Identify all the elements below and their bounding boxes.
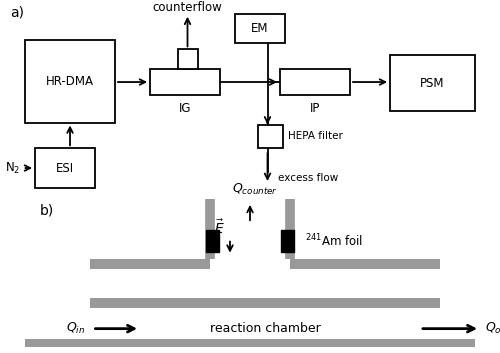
Bar — [25, 40, 115, 122]
Text: b): b) — [40, 204, 54, 217]
Bar — [280, 69, 350, 95]
Text: reaction chamber: reaction chamber — [210, 322, 320, 335]
Text: N$_2$: N$_2$ — [5, 161, 20, 175]
Text: excess flow: excess flow — [278, 173, 338, 183]
Text: a): a) — [10, 6, 24, 20]
Bar — [35, 148, 95, 188]
Bar — [178, 49, 198, 69]
Text: $Q_{counter}$: $Q_{counter}$ — [232, 182, 278, 197]
Bar — [281, 229, 294, 252]
Text: PSM: PSM — [420, 77, 445, 90]
Text: counterflow: counterflow — [152, 1, 222, 14]
Text: $Q_{in}$: $Q_{in}$ — [66, 321, 85, 336]
Text: $\vec{E}$: $\vec{E}$ — [214, 219, 225, 237]
Text: $^{241}$Am foil: $^{241}$Am foil — [305, 233, 363, 249]
Text: IG: IG — [179, 102, 191, 115]
Bar — [206, 229, 219, 252]
Bar — [90, 259, 210, 269]
Bar — [90, 298, 440, 307]
Bar — [25, 339, 475, 347]
Text: $Q_{out}$: $Q_{out}$ — [485, 321, 500, 336]
Bar — [150, 69, 220, 95]
Text: EM: EM — [252, 22, 269, 35]
Bar — [290, 259, 440, 269]
Text: IP: IP — [310, 102, 320, 115]
Text: HEPA filter: HEPA filter — [288, 131, 343, 142]
Bar — [235, 14, 285, 43]
Bar — [390, 55, 475, 111]
Text: HR-DMA: HR-DMA — [46, 74, 94, 88]
Bar — [258, 125, 282, 148]
Text: ESI: ESI — [56, 162, 74, 174]
